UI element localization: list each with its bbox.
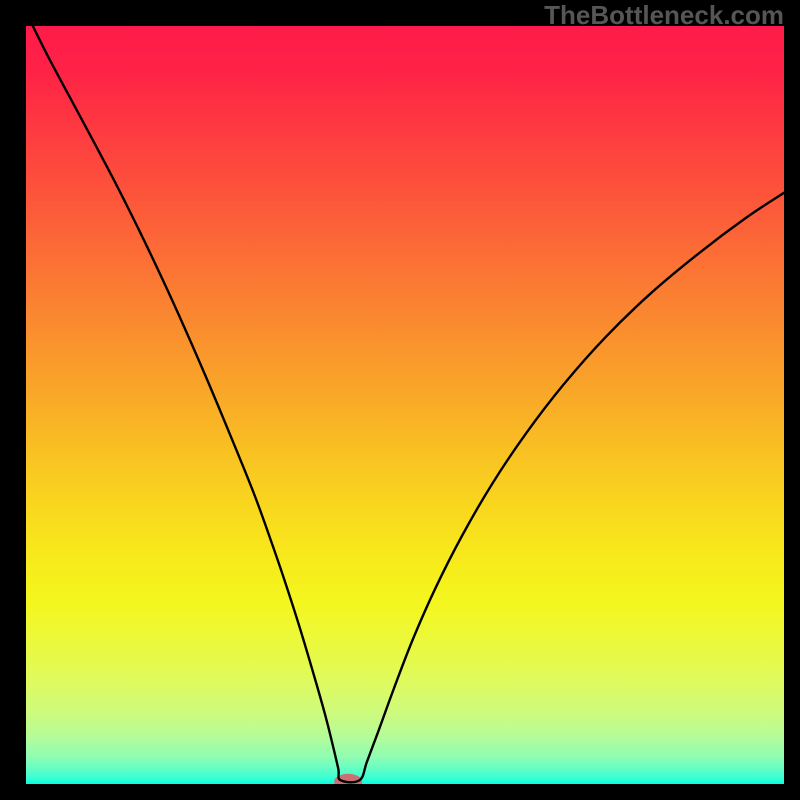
border-bottom [0,784,800,800]
bottleneck-chart [26,26,784,784]
border-right [784,0,800,800]
chart-background [26,26,784,784]
border-left [0,0,26,800]
